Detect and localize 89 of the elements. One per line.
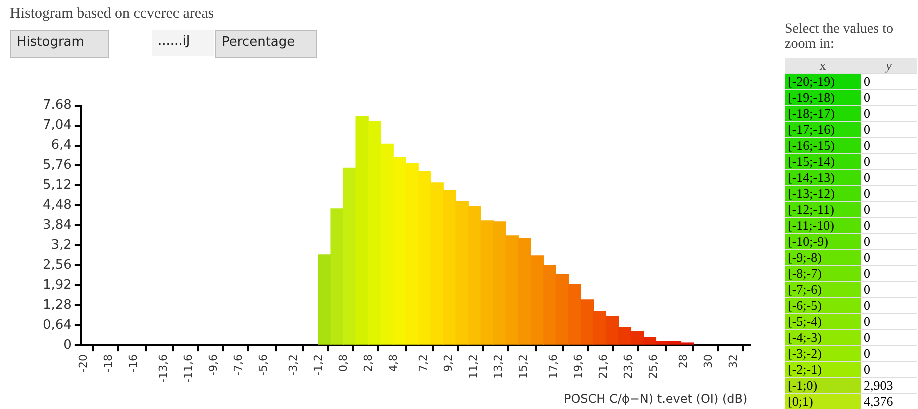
x-tick-label: 21,6 bbox=[597, 354, 610, 380]
text: [-18;-17) bbox=[785, 106, 861, 122]
y-tick-label: 6,4 bbox=[51, 138, 72, 154]
text: ......iJ bbox=[152, 30, 214, 56]
text: [-1;0) bbox=[785, 378, 861, 394]
y-tick-label: 1,92 bbox=[42, 278, 72, 293]
text: 0 bbox=[861, 202, 917, 218]
text: [-10;-9) bbox=[785, 234, 861, 250]
text: [-12;-11) bbox=[785, 202, 861, 218]
y-tick-label: 3,84 bbox=[42, 218, 72, 234]
text: [-13;-12) bbox=[785, 186, 861, 202]
text: 0 bbox=[861, 218, 917, 234]
text: 0 bbox=[861, 106, 917, 122]
text: 0 bbox=[861, 154, 917, 170]
text: 0 bbox=[861, 266, 917, 282]
text: Percentage bbox=[215, 30, 317, 58]
text: [-9;-8) bbox=[785, 250, 861, 266]
y-tick-label: 1,28 bbox=[42, 298, 72, 313]
x-tick-label: -18 bbox=[102, 354, 115, 373]
x-tick-label: 23,6 bbox=[622, 354, 636, 380]
x-tick-label: 28 bbox=[677, 354, 690, 369]
text: 0 bbox=[861, 234, 917, 250]
x-tick-label: 13,2 bbox=[492, 354, 505, 380]
x-tick-label: 9,2 bbox=[442, 354, 455, 372]
text: [-2;-1) bbox=[785, 362, 861, 378]
x-tick-label: -1,2 bbox=[312, 354, 325, 376]
text: 0 bbox=[861, 346, 917, 362]
text: [-8;-7) bbox=[785, 266, 861, 282]
x-tick-label: 32 bbox=[727, 354, 740, 369]
x-tick-label: 2,8 bbox=[362, 354, 375, 372]
x-tick-label: -20 bbox=[76, 354, 90, 373]
x-tick-label: -13,6 bbox=[156, 354, 170, 384]
x-tick-label: 11,2 bbox=[466, 354, 480, 380]
x-tick-label: 25,6 bbox=[647, 354, 660, 380]
text: 0 bbox=[861, 74, 917, 90]
y-tick-label: 0,64 bbox=[42, 318, 72, 333]
x-tick-label: 0,8 bbox=[336, 354, 350, 372]
text: x bbox=[785, 58, 861, 74]
text: 2,903 bbox=[861, 378, 917, 394]
text: 0 bbox=[861, 90, 917, 106]
y-tick-label: 5,76 bbox=[42, 158, 72, 174]
text: [-4;-3) bbox=[785, 330, 861, 346]
y-tick-label: 3,2 bbox=[51, 238, 72, 254]
text: [-19;-18) bbox=[785, 90, 861, 106]
x-tick-label: 4,8 bbox=[386, 354, 400, 372]
x-tick-label: -9,6 bbox=[206, 354, 220, 376]
x-axis-title: POSCH C/ϕ−N) t.evet (OI) (dB) bbox=[564, 392, 748, 406]
x-tick-label: 15,2 bbox=[517, 354, 530, 380]
text: 0 bbox=[861, 138, 917, 154]
text: [-15;-14) bbox=[785, 154, 861, 170]
x-tick-label: 7,2 bbox=[416, 354, 430, 372]
text: Histogram bbox=[10, 30, 109, 58]
y-tick-label: 7.68 bbox=[42, 98, 72, 114]
x-tick-label: 30 bbox=[702, 354, 716, 369]
text: Select the values to zoom in: bbox=[785, 22, 894, 52]
text: 0 bbox=[861, 250, 917, 266]
x-tick-label: -5,6 bbox=[256, 354, 270, 376]
x-tick-label: -16 bbox=[126, 354, 140, 373]
chart-title: Histogram based on ccverec areas bbox=[10, 6, 214, 23]
text: [-7;-6) bbox=[785, 282, 861, 298]
text: 0 bbox=[861, 298, 917, 314]
text: [-14;-13) bbox=[785, 170, 861, 186]
text: [-20;-19) bbox=[785, 74, 861, 90]
x-tick-label: 19,6 bbox=[572, 354, 586, 380]
text: 0 bbox=[861, 282, 917, 298]
y-tick-label: 5,12 bbox=[42, 178, 72, 194]
text: 0 bbox=[861, 170, 917, 186]
x-tick-label: -11,6 bbox=[182, 354, 195, 384]
text: 0 bbox=[861, 122, 917, 138]
text: [-16;-15) bbox=[785, 138, 861, 154]
text: 0 bbox=[861, 314, 917, 330]
text: 0 bbox=[861, 362, 917, 378]
text: y bbox=[861, 58, 917, 74]
text: [-11;-10) bbox=[785, 218, 861, 234]
text: 0 bbox=[861, 186, 917, 202]
text: [-3;-2) bbox=[785, 346, 861, 362]
y-tick-label: 4,48 bbox=[42, 198, 72, 214]
text: [-6;-5) bbox=[785, 298, 861, 314]
text: [0;1) bbox=[785, 394, 861, 409]
y-tick-label: 2,56 bbox=[42, 258, 72, 273]
y-tick-label: 7,04 bbox=[42, 118, 72, 134]
text: 0 bbox=[861, 330, 917, 346]
text: [-5;-4) bbox=[785, 314, 861, 330]
x-tick-label: -3,2 bbox=[286, 354, 300, 376]
x-tick-label: -7,6 bbox=[232, 354, 245, 376]
text: 4,376 bbox=[861, 394, 917, 409]
x-tick-label: 17,6 bbox=[547, 354, 560, 380]
y-tick-label: 0 bbox=[64, 338, 72, 353]
text: [-17;-16) bbox=[785, 122, 861, 138]
